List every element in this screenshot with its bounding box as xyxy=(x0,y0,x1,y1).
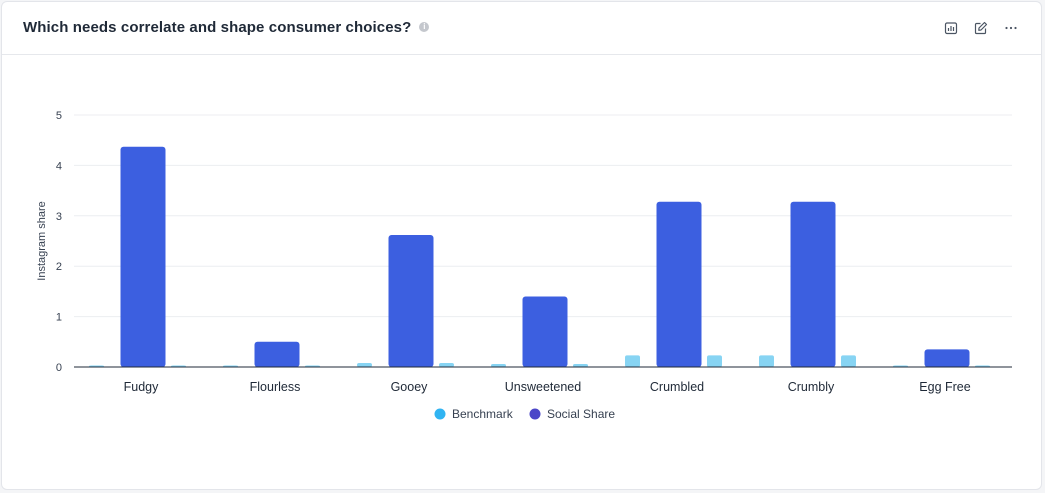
x-tick-label: Egg Free xyxy=(919,380,970,394)
bar-benchmark xyxy=(759,355,774,367)
legend-label-benchmark: Benchmark xyxy=(452,407,514,421)
bar-social-share xyxy=(924,349,970,367)
info-icon[interactable]: i xyxy=(419,22,430,33)
chart-title-row: Which needs correlate and shape consumer… xyxy=(23,19,430,36)
more-options-icon[interactable] xyxy=(1003,20,1019,36)
x-tick-label: Fudgy xyxy=(124,380,159,394)
y-tick-label: 5 xyxy=(56,110,62,122)
chart-area: 0 1 2 3 4 5 Instagram share Fudgy Flourless Goo… xyxy=(2,55,1041,489)
x-tick-labels: Fudgy Flourless Gooey Unsweetened Crumbled Cr… xyxy=(124,380,971,394)
x-tick-label: Crumbly xyxy=(788,380,835,394)
y-tick-label: 4 xyxy=(56,160,62,172)
x-tick-label: Flourless xyxy=(250,380,301,394)
y-tick-label: 0 xyxy=(56,362,62,374)
bar-social-share xyxy=(790,201,836,367)
y-tick-label: 1 xyxy=(56,312,62,324)
bar-benchmark xyxy=(439,362,454,367)
x-tick-label: Crumbled xyxy=(650,380,704,394)
bar-benchmark xyxy=(573,363,588,367)
legend-marker-benchmark xyxy=(434,408,446,420)
y-axis-label: Instagram share xyxy=(36,201,48,280)
chart-title: Which needs correlate and shape consumer… xyxy=(23,19,412,36)
bar-social-share xyxy=(656,201,702,367)
y-tick-label: 2 xyxy=(56,261,62,273)
x-tick-label: Unsweetened xyxy=(505,380,581,394)
legend-marker-social-share xyxy=(529,408,541,420)
bar-social-share xyxy=(120,146,166,367)
bars xyxy=(89,146,990,367)
bar-benchmark xyxy=(841,355,856,367)
bar-benchmark xyxy=(625,355,640,367)
card-header: Which needs correlate and shape consumer… xyxy=(2,2,1041,55)
x-tick-label: Gooey xyxy=(391,380,429,394)
bar-benchmark xyxy=(491,363,506,367)
edit-icon[interactable] xyxy=(973,20,989,36)
bar-benchmark xyxy=(707,355,722,367)
bar-social-share xyxy=(522,296,568,367)
toolbar xyxy=(943,20,1019,36)
chart-settings-icon[interactable] xyxy=(943,20,959,36)
bar-social-share xyxy=(254,341,300,367)
bar-social-share xyxy=(388,234,434,367)
legend: Benchmark Social Share xyxy=(434,407,615,421)
bar-chart: 0 1 2 3 4 5 Instagram share Fudgy Flourless Goo… xyxy=(36,110,1012,421)
grid-lines xyxy=(74,114,1012,318)
legend-label-social-share: Social Share xyxy=(547,407,615,421)
y-tick-labels: 0 1 2 3 4 5 xyxy=(56,110,62,374)
y-tick-label: 3 xyxy=(56,211,62,223)
bar-benchmark xyxy=(357,362,372,367)
